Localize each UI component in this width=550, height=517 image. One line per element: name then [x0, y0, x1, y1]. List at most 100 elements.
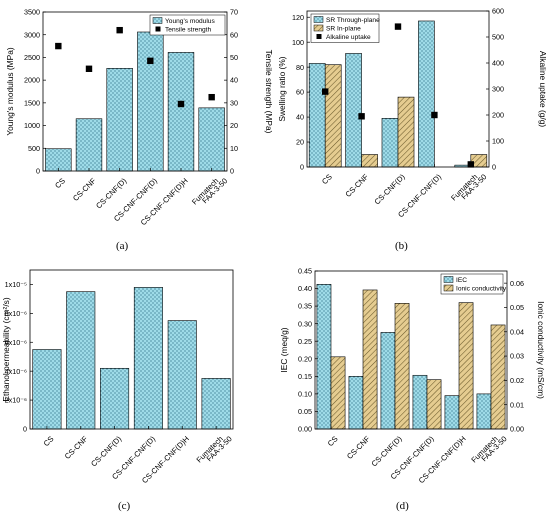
ytick-label-d-5: 0.25 [298, 337, 312, 346]
y2tick-label-a-3: 30 [230, 98, 238, 107]
ytick-label-c-2: 4x10⁻⁶ [5, 367, 27, 376]
bar-b-s1-2 [397, 96, 415, 168]
bar-d-s0-3 [412, 374, 428, 430]
xtick-label-a-1-0: CS-CNF [71, 176, 98, 203]
ytick-label-d-7: 0.35 [298, 302, 312, 311]
y2tick-label-a-5: 50 [230, 53, 238, 62]
legend-swatch-b-0 [313, 16, 324, 23]
ytick-label-d-0: 0.00 [298, 425, 312, 434]
caption-c: (c) [118, 500, 131, 512]
chart-panel-b: 0 20 40 60 80 100 120 0 100 200 300 400 500 600 CS CS-C… [277, 7, 548, 220]
ylabel-a: Young's modulus (MPa) [5, 47, 15, 136]
ylabel-c: Ethanol permeability (cm²/s) [1, 297, 11, 401]
legend-a [149, 14, 226, 36]
xtick-label-b-2-0: CS-CNF(D) [373, 172, 407, 206]
bar-c-s0-0 [32, 349, 62, 430]
caption-a: (a) [116, 240, 129, 252]
plot-frame-d [314, 270, 508, 430]
bar-c-s0-3 [133, 287, 163, 430]
legend-label-b-2: Alkaline uptake [326, 34, 371, 41]
bar-c-s0-4 [167, 320, 197, 430]
y2tick-label-a-4: 40 [230, 76, 238, 85]
ytick-label-c-1: 2x10⁻⁶ [5, 396, 27, 405]
legend-label-d-0: IEC [456, 277, 467, 284]
chart-panel-c: 0 2x10⁻⁶ 4x10⁻⁶ 6x10⁻⁶ 8x10⁻⁶ 1x10⁻⁵ CS CS-CNF C… [1, 269, 234, 485]
bar-b-s0-2 [381, 118, 399, 168]
marker-a-1 [85, 65, 93, 72]
ytick-label-a-1: 500 [28, 144, 40, 153]
bar-d-s1-0 [330, 356, 346, 430]
marker-b-2 [394, 23, 402, 30]
marker-a-4 [177, 100, 185, 108]
bar-b-s0-3 [418, 20, 435, 168]
bar-d-s0-2 [380, 332, 396, 430]
bar-a-s0-5 [198, 107, 225, 172]
bar-b-s0-1 [345, 53, 362, 168]
ytick-label-b-4: 80 [296, 63, 304, 72]
y2label-a: Tensile strength (MPa) [264, 50, 274, 134]
bar-d-s1-5 [490, 324, 506, 430]
bar-b-s1-1 [361, 154, 378, 168]
y2tick-label-b-6: 600 [492, 7, 504, 16]
xtick-label-d-2-0: CS-CNF(D) [370, 434, 404, 468]
xtick-label-b-1-0: CS-CNF [344, 172, 371, 199]
y2tick-label-a-2: 20 [230, 121, 238, 130]
chart-panel-d: 0.00 0.05 0.10 0.15 0.20 0.25 0.30 0.35 0.40 0.45… [279, 267, 546, 486]
legend-swatch-b-2 [316, 34, 322, 39]
bar-d-s0-1 [348, 376, 364, 430]
ytick-label-d-1: 0.05 [298, 407, 312, 416]
bar-d-s1-2 [394, 303, 410, 430]
bar-d-s1-4 [458, 302, 474, 430]
y2tick-label-d-1: 0.01 [510, 400, 524, 409]
bar-a-s0-2 [106, 68, 133, 172]
legend-label-d-1: Ionic conductivity [456, 286, 507, 293]
bar-b-s0-0 [308, 63, 326, 168]
legend-swatch-b-1 [313, 24, 324, 32]
xtick-label-c-0-0: CS [42, 434, 56, 448]
marker-a-0 [55, 42, 62, 50]
ytick-label-a-4: 2000 [24, 76, 40, 85]
legend-swatch-a-1 [155, 26, 161, 32]
ytick-label-a-5: 2500 [24, 53, 40, 62]
y2tick-label-d-0: 0.00 [510, 425, 524, 434]
y2tick-label-a-6: 60 [230, 30, 238, 39]
ytick-label-a-2: 1000 [24, 121, 40, 130]
ytick-label-a-3: 1500 [24, 98, 40, 107]
xtick-label-c-2-0: CS-CNF(D) [89, 434, 123, 468]
y2tick-label-a-7: 70 [230, 8, 238, 17]
ytick-label-b-1: 20 [296, 138, 304, 147]
bar-a-s0-1 [75, 118, 103, 172]
marker-b-0 [322, 88, 329, 95]
y2label-d: Ionic conductivity (mS/cm) [536, 301, 546, 399]
legend-label-a-1: Tensile strength [165, 27, 212, 34]
y2tick-label-b-1: 100 [492, 137, 504, 146]
plot-frame-a [42, 11, 228, 172]
ytick-label-b-0: 0 [300, 163, 304, 172]
ytick-label-d-2: 0.10 [298, 389, 312, 398]
ytick-label-a-6: 3000 [24, 30, 40, 39]
xtick-label-b-0-0: CS [320, 172, 334, 186]
ytick-label-b-2: 40 [296, 113, 304, 122]
ytick-label-d-9: 0.45 [298, 267, 312, 276]
xtick-label-d-1-0: CS-CNF [345, 434, 372, 461]
y2tick-label-d-6: 0.06 [510, 279, 524, 288]
legend-swatch-d-0 [443, 276, 454, 283]
bar-c-s0-2 [100, 367, 130, 430]
ytick-label-b-6: 120 [292, 13, 304, 22]
legend-label-b-1: SR In-plane [326, 26, 361, 33]
bar-d-s0-0 [316, 284, 332, 430]
ytick-label-a-0: 0 [36, 167, 40, 176]
ytick-label-c-3: 6x10⁻⁶ [5, 338, 27, 347]
marker-a-5 [208, 93, 215, 101]
y2label-b: Alkaline uptake (g/g) [538, 51, 548, 128]
caption-b: (b) [395, 240, 408, 252]
ytick-label-d-4: 0.20 [298, 354, 312, 363]
y2tick-label-a-0: 0 [230, 167, 234, 176]
ylabel-b: Swelling ratio (%) [277, 56, 287, 121]
ytick-label-b-5: 100 [292, 38, 304, 47]
bar-d-s1-3 [426, 379, 442, 430]
y2tick-label-d-3: 0.03 [510, 352, 524, 361]
bar-d-s0-4 [444, 395, 460, 430]
marker-b-1 [358, 113, 365, 120]
